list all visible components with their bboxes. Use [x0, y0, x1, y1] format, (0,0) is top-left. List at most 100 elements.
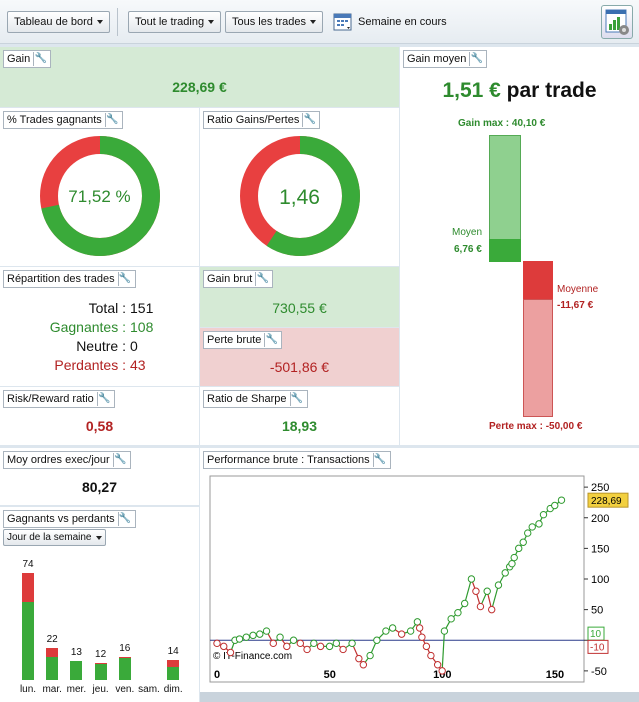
day-label-ven.: ven. [115, 684, 135, 695]
wrench-icon[interactable]: 🔧 [104, 113, 119, 127]
scrollbar[interactable] [200, 692, 639, 702]
dashboard-settings-icon[interactable] [601, 5, 633, 39]
y-tick-label: -50 [591, 666, 607, 678]
dashboard-dropdown[interactable]: Tableau de bord [7, 11, 110, 33]
ratio-title[interactable]: Ratio Gains/Pertes 🔧 [203, 111, 321, 129]
series-point [415, 624, 424, 632]
max-gain-row: Gain max : 40,10 € [458, 118, 545, 129]
wrench-icon[interactable]: 🔧 [302, 113, 317, 127]
series-point [519, 538, 527, 546]
wrench-icon[interactable]: 🔧 [469, 52, 484, 66]
win-value: 108 [130, 319, 154, 335]
wrench-icon[interactable]: 🔧 [289, 392, 304, 406]
day-label-dim.: dim. [163, 684, 183, 695]
lose-value: 43 [130, 357, 146, 373]
rr-panel: Risk/Reward ratio 🔧 0,58 [0, 387, 199, 445]
chevron-down-icon [96, 20, 103, 24]
rr-title[interactable]: Risk/Reward ratio 🔧 [3, 390, 115, 408]
day-label-jeu.: jeu. [92, 684, 109, 695]
series-point [366, 651, 374, 660]
bar-total-ven.: 16 [119, 642, 131, 654]
wrench-icon[interactable]: 🔧 [33, 52, 47, 66]
mean-neg-value: -11,67 € [557, 300, 594, 311]
orders-title[interactable]: Moy ordres exec/jour 🔧 [3, 451, 131, 469]
bar-lose-dim. [167, 659, 180, 667]
series-point [256, 630, 264, 638]
max-gain-value: 40,10 € [511, 118, 546, 129]
trades-dropdown[interactable]: Tous les trades [225, 11, 323, 33]
avg-gain-title[interactable]: Gain moyen 🔧 [403, 50, 488, 68]
series-point [472, 587, 480, 595]
total-row: Total :151 [0, 299, 199, 318]
period-label[interactable]: Semaine en cours [358, 16, 447, 28]
bar-win-lun. [22, 601, 34, 680]
plot-frame [209, 475, 585, 683]
max-gain-label: Gain max : [458, 118, 510, 129]
watermark: © IT-Finance.com [213, 651, 292, 662]
wvl-title[interactable]: Gagnants vs perdants 🔧 [3, 510, 136, 528]
series-point [249, 631, 257, 640]
wvl-title-label: Gagnants vs perdants [7, 513, 115, 525]
series-segment [441, 631, 446, 671]
x-tick-label: 150 [546, 669, 564, 681]
series-point [289, 636, 298, 644]
series-point [296, 639, 305, 648]
series-segment [464, 578, 473, 604]
wrench-icon[interactable]: 🔧 [112, 453, 127, 467]
orders-value: 80,27 [81, 479, 118, 495]
max-loss-value: -50,00 € [545, 421, 583, 432]
bar-win-jeu. [94, 664, 107, 680]
win-pct-donut [40, 136, 160, 256]
weekday-dropdown[interactable]: Jour de la semaine [3, 529, 106, 546]
series-point [269, 639, 277, 648]
series-point [440, 627, 449, 635]
bar-total-mar.: 22 [46, 634, 58, 646]
sharpe-panel: Ratio de Sharpe 🔧 18,93 [200, 387, 399, 445]
rr-title-label: Risk/Reward ratio [7, 393, 94, 405]
y-tick-label: 50 [591, 605, 603, 617]
wrench-icon[interactable]: 🔧 [117, 272, 132, 286]
series-point [501, 569, 509, 577]
dashboard-label: Tableau de bord [14, 16, 93, 28]
repartition-title[interactable]: Répartition des trades 🔧 [3, 270, 136, 288]
gain-title[interactable]: Gain 🔧 [3, 50, 52, 68]
wrench-icon[interactable]: 🔧 [117, 512, 132, 526]
series-point [382, 627, 390, 635]
loss-bar [523, 299, 553, 417]
win-pct-panel: % Trades gagnants 🔧 71,52 % [0, 108, 199, 266]
series-point [438, 667, 446, 675]
series-point [515, 544, 523, 553]
trading-dropdown[interactable]: Tout le trading [128, 11, 222, 33]
win-pct-title[interactable]: % Trades gagnants 🔧 [3, 111, 123, 129]
series-point [535, 520, 543, 528]
gross-loss-title[interactable]: Perte brute 🔧 [203, 331, 283, 349]
total-value: 151 [130, 300, 154, 316]
series-point [551, 501, 559, 510]
perf-chart: © IT-Finance.com 250200150100500-5005010… [209, 475, 629, 683]
series-segment [491, 584, 500, 610]
gross-gain-panel: Gain brut 🔧 730,55 € [200, 267, 399, 327]
x-tick-label: 100 [433, 669, 451, 681]
series-point [262, 627, 271, 635]
sharpe-title[interactable]: Ratio de Sharpe 🔧 [203, 390, 308, 408]
lose-row: Perdantes :43 [0, 356, 199, 375]
ratio-title-label: Ratio Gains/Pertes [207, 114, 300, 126]
series-point [359, 661, 368, 669]
total-label: Total : [88, 300, 126, 316]
series-point [397, 630, 406, 638]
win-label: Gagnantes : [49, 319, 126, 335]
wrench-icon[interactable]: 🔧 [264, 333, 279, 347]
bar-lose-mar. [46, 648, 59, 657]
gross-gain-title[interactable]: Gain brut 🔧 [203, 270, 274, 288]
series-point [388, 624, 397, 632]
series-point [508, 559, 516, 568]
gain-title-label: Gain [7, 53, 31, 65]
series-point [524, 529, 532, 537]
y-tick-label: 200 [591, 513, 609, 525]
calendar-icon[interactable] [332, 11, 354, 33]
wrench-icon[interactable]: 🔧 [255, 272, 269, 286]
perf-title[interactable]: Performance brute : Transactions 🔧 [203, 451, 391, 469]
wrench-icon[interactable]: 🔧 [96, 392, 111, 406]
wrench-icon[interactable]: 🔧 [372, 453, 387, 467]
lose-label: Perdantes : [54, 357, 126, 373]
